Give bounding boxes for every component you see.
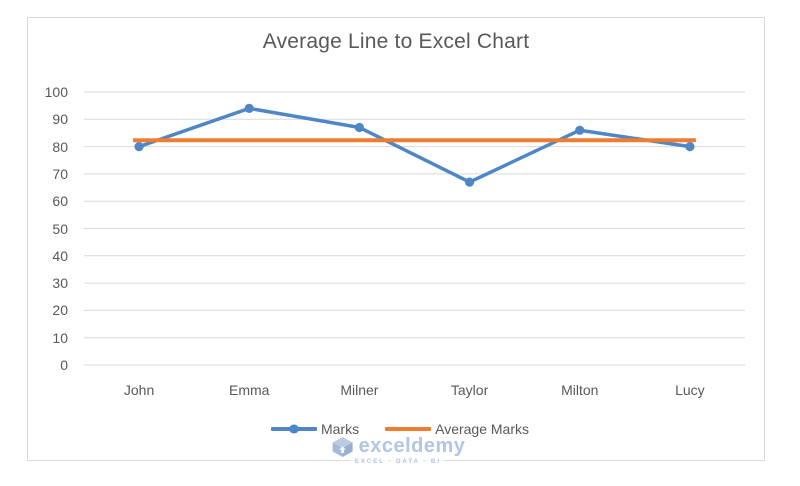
watermark-brand-text: exceldemy <box>358 435 466 457</box>
x-axis-category-label: Milner <box>340 382 379 398</box>
legend-label-average-marks: Average Marks <box>435 421 530 437</box>
marks-series-line-icon <box>270 424 317 434</box>
y-axis-tick-label: 80 <box>52 138 68 155</box>
x-axis-category-label: John <box>123 382 155 398</box>
y-axis-tick-label: 30 <box>52 275 68 292</box>
watermark: exceldemy EXCEL · DATA · BI <box>331 435 466 465</box>
chart-title: Average Line to Excel Chart <box>262 30 530 53</box>
y-axis-tick-label: 60 <box>52 193 68 210</box>
watermark-row: exceldemy <box>331 435 466 458</box>
legend-label-marks: Marks <box>320 421 360 437</box>
average-series-line-icon <box>385 427 432 431</box>
legend-item-average-marks: Average Marks <box>385 421 529 437</box>
chart-legend: Marks Average Marks <box>0 420 800 438</box>
exceldemy-logo-icon <box>332 436 353 457</box>
x-axis-category-label: Milton <box>561 382 599 398</box>
y-axis-tick-label: 0 <box>60 357 68 373</box>
watermark-tagline-text: EXCEL · DATA · BI <box>350 459 446 465</box>
y-axis-tick-label: 10 <box>52 329 68 346</box>
chart-area <box>27 17 765 461</box>
y-axis-tick-label: 100 <box>44 84 68 100</box>
x-axis-category-label: Emma <box>229 382 270 398</box>
y-axis-tick-label: 20 <box>52 302 68 319</box>
marks-series-marker-icon <box>288 424 299 434</box>
y-axis-tick-label: 40 <box>52 247 68 264</box>
x-axis-category-label: Lucy <box>675 382 705 398</box>
y-axis-tick-label: 90 <box>52 111 68 128</box>
legend-item-marks: Marks <box>270 421 360 437</box>
y-axis-tick-label: 70 <box>52 165 68 182</box>
x-axis-category-label: Taylor <box>450 382 489 398</box>
y-axis-tick-label: 50 <box>52 220 68 237</box>
